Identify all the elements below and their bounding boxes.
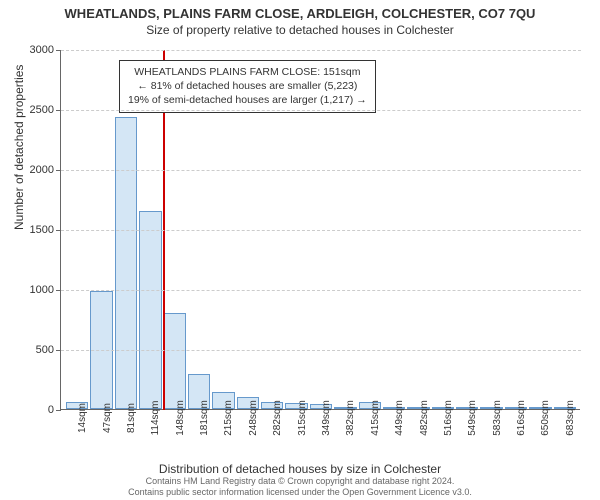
xtick-label: 415sqm (370, 400, 381, 436)
gridline (61, 350, 581, 351)
plot-frame: WHEATLANDS PLAINS FARM CLOSE: 151sqm ← 8… (60, 50, 580, 410)
xtick-label: 181sqm (199, 400, 210, 436)
xtick-label: 81sqm (126, 403, 137, 433)
histogram-bar (115, 117, 137, 409)
annotation-line1: WHEATLANDS PLAINS FARM CLOSE: 151sqm (128, 65, 367, 79)
xtick-label: 683sqm (565, 400, 576, 436)
xtick-label: 583sqm (492, 400, 503, 436)
y-axis-label: Number of detached properties (12, 65, 26, 230)
chart-title: WHEATLANDS, PLAINS FARM CLOSE, ARDLEIGH,… (0, 0, 600, 21)
gridline (61, 110, 581, 111)
ytick-mark (56, 230, 61, 231)
ytick-label: 2000 (14, 164, 54, 176)
ytick-label: 2500 (14, 104, 54, 116)
histogram-bar (139, 211, 161, 409)
xtick-label: 282sqm (272, 400, 283, 436)
xtick-label: 650sqm (540, 400, 551, 436)
xtick-label: 516sqm (443, 400, 454, 436)
ytick-mark (56, 410, 61, 411)
footer-line1: Contains HM Land Registry data © Crown c… (0, 476, 600, 487)
ytick-label: 1000 (14, 284, 54, 296)
xtick-label: 14sqm (77, 403, 88, 433)
gridline (61, 290, 581, 291)
chart-subtitle: Size of property relative to detached ho… (0, 21, 600, 37)
ytick-mark (56, 170, 61, 171)
xtick-label: 616sqm (516, 400, 527, 436)
xtick-label: 482sqm (419, 400, 430, 436)
x-axis-label: Distribution of detached houses by size … (0, 462, 600, 476)
footer: Contains HM Land Registry data © Crown c… (0, 476, 600, 498)
ytick-mark (56, 290, 61, 291)
footer-line2: Contains public sector information licen… (0, 487, 600, 498)
annotation-line3: 19% of semi-detached houses are larger (… (128, 93, 367, 107)
gridline (61, 230, 581, 231)
annotation-line2: ← 81% of detached houses are smaller (5,… (128, 79, 367, 93)
xtick-label: 114sqm (150, 401, 161, 436)
ytick-mark (56, 350, 61, 351)
xtick-label: 449sqm (394, 400, 405, 436)
gridline (61, 170, 581, 171)
annotation-box: WHEATLANDS PLAINS FARM CLOSE: 151sqm ← 8… (119, 60, 376, 113)
xtick-label: 349sqm (321, 400, 332, 436)
gridline (61, 50, 581, 51)
ytick-label: 500 (14, 344, 54, 356)
plot-area: WHEATLANDS PLAINS FARM CLOSE: 151sqm ← 8… (60, 50, 580, 410)
xtick-label: 248sqm (248, 400, 259, 436)
xtick-label: 215sqm (223, 400, 234, 436)
ytick-label: 1500 (14, 224, 54, 236)
xtick-label: 549sqm (467, 400, 478, 436)
chart-container: WHEATLANDS, PLAINS FARM CLOSE, ARDLEIGH,… (0, 0, 600, 500)
histogram-bar (164, 313, 186, 409)
ytick-label: 0 (14, 404, 54, 416)
ytick-mark (56, 110, 61, 111)
xtick-label: 382sqm (345, 400, 356, 436)
ytick-label: 3000 (14, 44, 54, 56)
xtick-label: 47sqm (102, 403, 113, 433)
xtick-label: 148sqm (175, 400, 186, 436)
ytick-mark (56, 50, 61, 51)
xtick-label: 315sqm (297, 400, 308, 436)
